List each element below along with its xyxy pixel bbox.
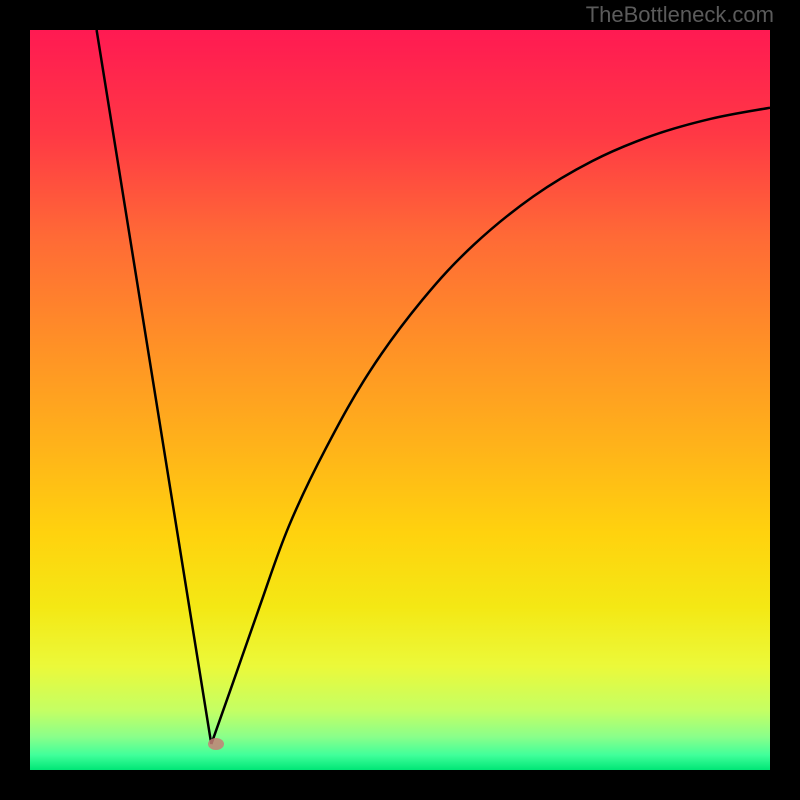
gradient-background (30, 30, 770, 770)
optimal-point-marker (208, 738, 224, 750)
watermark-text: TheBottleneck.com (586, 2, 774, 28)
chart-container: TheBottleneck.com (0, 0, 800, 800)
plot-area (30, 30, 770, 770)
